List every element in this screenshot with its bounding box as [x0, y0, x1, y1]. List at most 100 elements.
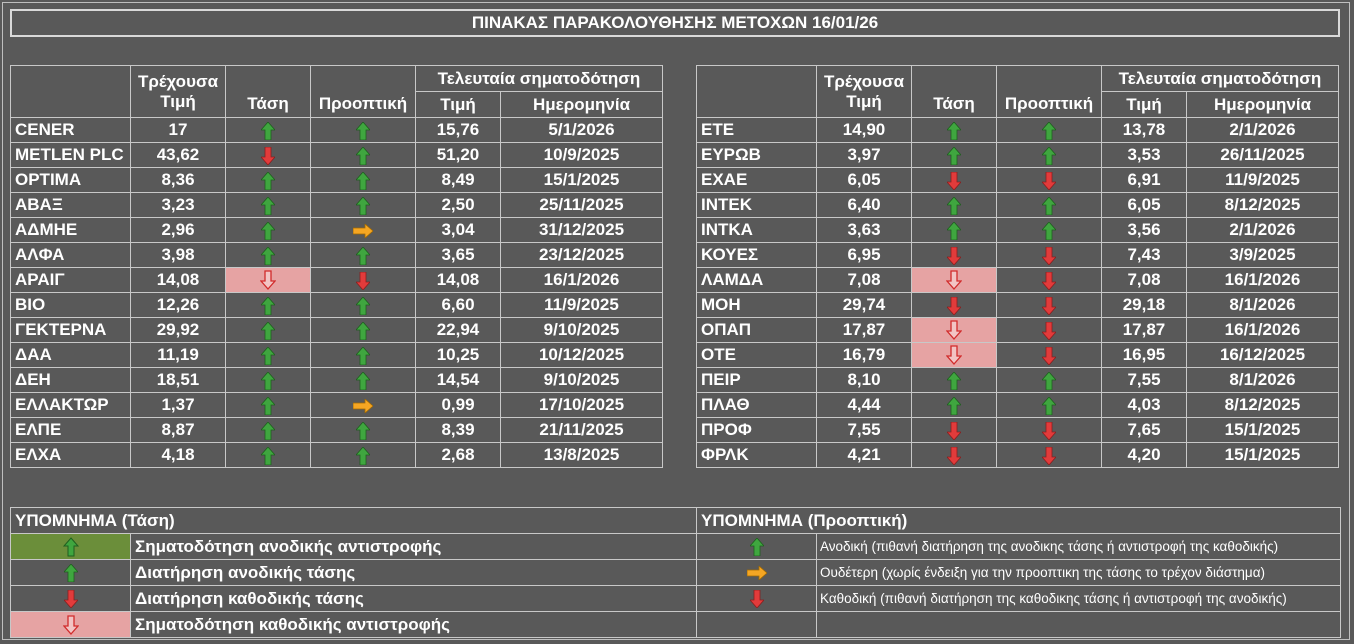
signal-price: 7,43	[1101, 242, 1187, 268]
signal-date: 15/1/2025	[1186, 417, 1339, 443]
outlook-cell	[310, 267, 416, 293]
current-price: 8,87	[130, 417, 226, 443]
legend-item: Ουδέτερη (χωρίς ένδειξη για την προοπτικ…	[696, 559, 1341, 586]
current-price: 3,63	[816, 217, 912, 243]
arrow-up-icon	[355, 195, 371, 215]
header-outlook: Προοπτική	[310, 91, 416, 118]
legend-empty-cell	[816, 611, 1341, 638]
stock-name: ΔΕΗ	[10, 367, 131, 393]
trend-cell	[911, 267, 997, 293]
signal-date: 8/1/2026	[1186, 292, 1339, 318]
stock-name: ΠΡΟΦ	[696, 417, 817, 443]
table-row: ΙΝΤΚΑ 3,63 3,56 2/1/2026	[696, 217, 1339, 243]
table-row: ΕΤΕ 14,90 13,78 2/1/2026	[696, 117, 1339, 143]
arrow-up-icon	[355, 170, 371, 190]
signal-date: 13/8/2025	[500, 442, 663, 468]
header-blank	[696, 91, 817, 118]
current-price: 6,95	[816, 242, 912, 268]
legend-icon-cell	[696, 559, 817, 586]
outlook-cell	[310, 192, 416, 218]
header-trend: Τάση	[911, 91, 997, 118]
signal-price: 22,94	[415, 317, 501, 343]
trend-cell	[225, 392, 311, 418]
arrow-down-icon	[1041, 296, 1057, 316]
trend-cell	[911, 442, 997, 468]
arrow-up-icon	[946, 145, 962, 165]
outlook-cell	[310, 117, 416, 143]
arrow-up-icon	[62, 563, 79, 583]
trend-cell	[911, 367, 997, 393]
signal-price: 3,04	[415, 217, 501, 243]
arrow-down-icon	[945, 270, 963, 291]
outlook-cell	[996, 392, 1102, 418]
current-price: 6,05	[816, 167, 912, 193]
arrow-down-icon	[946, 446, 962, 466]
signal-date: 21/11/2025	[500, 417, 663, 443]
table-row: ΦΡΛΚ 4,21 4,20 15/1/2025	[696, 442, 1339, 468]
arrow-up-icon	[946, 120, 962, 140]
current-price: 12,26	[130, 292, 226, 318]
table-row: ΕΛΛΑΚΤΩΡ 1,37 0,99 17/10/2025	[10, 392, 663, 418]
legend-icon-cell	[696, 585, 817, 612]
signal-price: 4,20	[1101, 442, 1187, 468]
arrow-right-icon	[746, 565, 768, 581]
outlook-cell	[310, 417, 416, 443]
header-blank	[10, 65, 131, 92]
signal-price: 7,65	[1101, 417, 1187, 443]
arrow-up-icon	[355, 120, 371, 140]
signal-price: 15,76	[415, 117, 501, 143]
table-row: ΠΛΑΘ 4,44 4,03 8/12/2025	[696, 392, 1339, 418]
arrow-up-icon	[946, 195, 962, 215]
table-row: ΜΟΗ 29,74 29,18 8/1/2026	[696, 292, 1339, 318]
arrow-up-icon	[946, 220, 962, 240]
header-current-bottom: Τιμή	[816, 91, 912, 118]
table-row: ΟΡΤΙΜΑ 8,36 8,49 15/1/2025	[10, 167, 663, 193]
signal-date: 23/12/2025	[500, 242, 663, 268]
current-price: 17	[130, 117, 226, 143]
stock-name: ΜΟΗ	[696, 292, 817, 318]
arrow-down-icon	[259, 270, 277, 291]
table-row: ΟΤΕ 16,79 16,95 16/12/2025	[696, 342, 1339, 368]
stock-name: ΑΛΦΑ	[10, 242, 131, 268]
current-price: 43,62	[130, 142, 226, 168]
header-signal-date: Ημερομηνία	[1186, 91, 1339, 118]
header-trend: Τάση	[225, 91, 311, 118]
legend-label: Ουδέτερη (χωρίς ένδειξη για την προοπτικ…	[816, 559, 1341, 586]
current-price: 14,08	[130, 267, 226, 293]
outlook-legend-header: ΥΠΟΜΝΗΜΑ (Προοπτική)	[696, 507, 1341, 534]
trend-cell	[225, 167, 311, 193]
header-current-top: Τρέχουσα	[816, 65, 912, 92]
header-current-top: Τρέχουσα	[130, 65, 226, 92]
arrow-up-icon	[260, 445, 276, 465]
signal-price: 13,78	[1101, 117, 1187, 143]
trend-cell	[911, 392, 997, 418]
table-row: ΑΔΜΗΕ 2,96 3,04 31/12/2025	[10, 217, 663, 243]
arrow-up-icon	[1041, 395, 1057, 415]
outlook-cell	[310, 142, 416, 168]
trend-cell	[911, 242, 997, 268]
arrow-down-icon	[945, 320, 963, 341]
table-row: ΠΕΙΡ 8,10 7,55 8/1/2026	[696, 367, 1339, 393]
stock-name: ΕΛΛΑΚΤΩΡ	[10, 392, 131, 418]
outlook-cell	[310, 292, 416, 318]
arrow-down-icon	[946, 246, 962, 266]
trend-cell	[225, 267, 311, 293]
signal-date: 5/1/2026	[500, 117, 663, 143]
stock-name: ΙΝΤΚΑ	[696, 217, 817, 243]
table-row: ΙΝΤΕΚ 6,40 6,05 8/12/2025	[696, 192, 1339, 218]
arrow-up-icon	[355, 445, 371, 465]
arrow-up-icon	[260, 345, 276, 365]
stock-name: METLEN PLC	[10, 142, 131, 168]
arrow-up-icon	[1041, 145, 1057, 165]
arrow-down-icon	[1041, 446, 1057, 466]
stock-name: ΟΠΑΠ	[696, 317, 817, 343]
left-stock-table: Τρέχουσα Τελευταία σηματοδότηση Τιμή Τάση Πρ…	[10, 65, 663, 468]
table-row: ΕΧΑΕ 6,05 6,91 11/9/2025	[696, 167, 1339, 193]
arrow-down-icon	[1041, 321, 1057, 341]
arrow-up-icon	[355, 145, 371, 165]
header-signal-date: Ημερομηνία	[500, 91, 663, 118]
table-row: ΟΠΑΠ 17,87 17,87 16/1/2026	[696, 317, 1339, 343]
stock-name: ΓΕΚΤΕΡΝΑ	[10, 317, 131, 343]
legend-icon-cell	[10, 611, 131, 638]
